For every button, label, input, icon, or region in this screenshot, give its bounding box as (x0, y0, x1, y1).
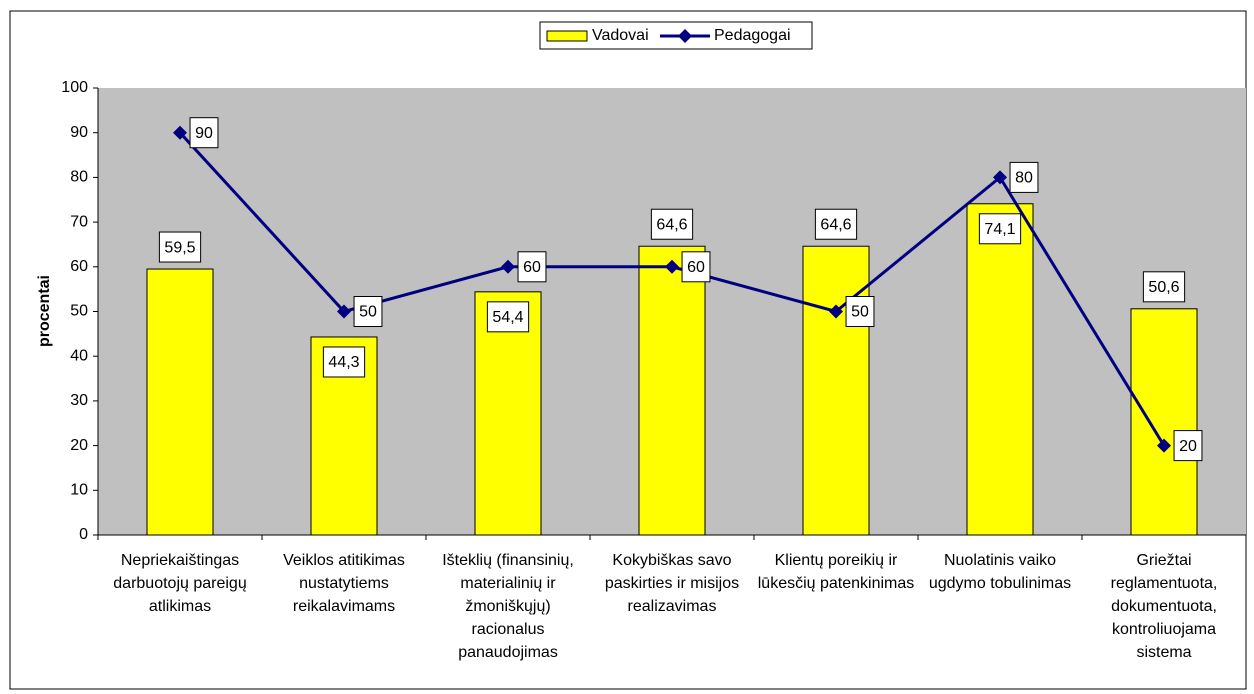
x-tick-label: Griežtai reglamentuota, dokumentuota, ko… (1110, 552, 1218, 661)
bar (1130, 308, 1198, 536)
bar (638, 245, 706, 536)
legend-swatch (546, 30, 588, 42)
data-label: 80 (1015, 170, 1033, 187)
data-label-box (681, 251, 711, 283)
line-marker (665, 259, 679, 274)
bar (966, 203, 1034, 536)
data-label-box (189, 117, 219, 149)
x-tick-label: Klientų poreikių ir lūkesčių patenkinima… (757, 552, 915, 592)
y-tick-label: 40 (70, 347, 88, 364)
y-tick-label: 0 (79, 526, 88, 543)
data-label-box (814, 208, 858, 240)
line-marker (173, 125, 187, 140)
y-tick-label: 60 (70, 258, 88, 275)
y-tick-label: 30 (70, 392, 88, 409)
line-marker (337, 304, 351, 319)
data-label: 64,6 (656, 216, 687, 233)
data-label-box (353, 296, 383, 327)
y-axis-label: procentai (36, 275, 53, 347)
y-tick-label: 50 (70, 303, 88, 320)
data-label: 64,6 (820, 216, 851, 233)
line-marker (993, 170, 1007, 185)
data-label: 44,3 (328, 354, 359, 371)
data-label-box (322, 346, 366, 378)
y-tick-label: 90 (70, 124, 88, 141)
line-marker (829, 304, 843, 319)
line-marker (501, 259, 515, 274)
data-label-box (486, 301, 530, 333)
y-tick-label: 100 (61, 79, 88, 96)
data-label-box (1173, 430, 1203, 462)
data-label: 90 (195, 125, 213, 142)
bar (146, 268, 214, 536)
data-label: 20 (1179, 438, 1197, 455)
data-label: 50 (359, 304, 377, 321)
data-label-box (158, 231, 202, 263)
data-label: 59,5 (164, 239, 195, 256)
data-label: 50,6 (1148, 279, 1179, 296)
x-tick-label: Veiklos atitikimas nustatytiems reikalav… (283, 552, 405, 615)
x-tick-label: Nuolatinis vaiko ugdymo tobulinimas (928, 552, 1072, 592)
data-label-box (845, 296, 875, 327)
legend-marker (678, 29, 692, 43)
data-label-box (978, 213, 1022, 245)
data-label-box (1142, 271, 1186, 303)
legend-label: Vadovai (592, 27, 649, 44)
data-label-box (517, 251, 547, 283)
data-label: 54,4 (492, 309, 523, 326)
x-tick-label: Nepriekaištingas darbuotojų pareigų atli… (113, 552, 247, 615)
data-label: 60 (523, 259, 541, 276)
data-label-box (650, 208, 694, 240)
data-label: 74,1 (984, 221, 1015, 238)
data-label: 50 (851, 304, 869, 321)
y-tick-label: 80 (70, 169, 88, 186)
x-tick-label: Kokybiškas savo paskirties ir misijos re… (604, 552, 740, 615)
line-marker (1157, 438, 1171, 453)
bar (802, 245, 870, 536)
data-label: 60 (687, 259, 705, 276)
legend-label: Pedagogai (714, 27, 791, 44)
y-tick-label: 20 (70, 437, 88, 454)
data-label-box (1009, 161, 1039, 193)
x-tick-label: Išteklių (finansinių, materialinių ir žm… (442, 552, 574, 661)
bar (474, 291, 542, 536)
y-tick-label: 70 (70, 213, 88, 230)
y-tick-label: 10 (70, 482, 88, 499)
